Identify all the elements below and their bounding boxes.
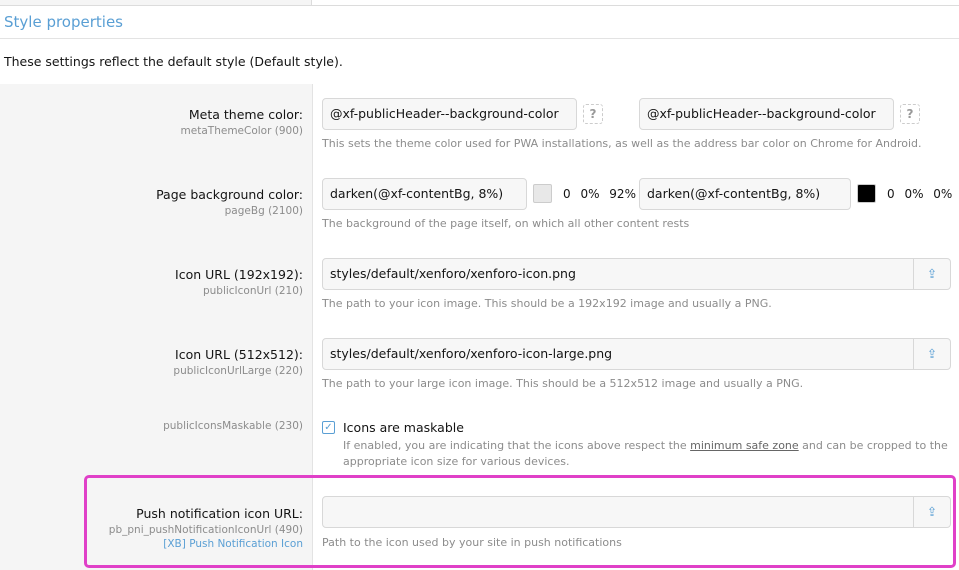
upload-icon[interactable]: ⇪ — [913, 259, 950, 289]
push-notification-icon-input[interactable]: ⇪ — [322, 496, 951, 528]
row-label: Page background color: — [156, 187, 303, 202]
section-title: Style properties — [4, 13, 123, 31]
hint-text: If enabled, you are indicating that the … — [343, 439, 691, 452]
row-label: Icon URL (512x512): — [175, 347, 303, 362]
meta-theme-color-input[interactable]: @xf-publicHeader--background-color — [322, 98, 577, 130]
minimum-safe-zone-link[interactable]: minimum safe zone — [690, 439, 799, 452]
addon-link[interactable]: [XB] Push Notification Icon — [163, 538, 303, 550]
input-value: styles/default/xenforo/xenforo-icon.png — [330, 266, 576, 281]
row-key: publicIconUrl (210) — [202, 285, 303, 297]
label-column — [0, 84, 313, 570]
row-key: pageBg (2100) — [224, 205, 303, 217]
row-key: pb_pni_pushNotificationIconUrl (490) — [108, 524, 303, 536]
row-label: Icon URL (192x192): — [175, 267, 303, 282]
row-hint: The path to your icon image. This should… — [322, 297, 772, 310]
row-key: publicIconsMaskable (230) — [163, 420, 303, 432]
hsl-value: 0 0% 0% — [887, 187, 953, 201]
meta-theme-color-parent-input[interactable]: @xf-publicHeader--background-color — [639, 98, 894, 130]
row-label: Push notification icon URL: — [136, 506, 303, 521]
section-description: These settings reflect the default style… — [4, 54, 343, 69]
highlight-box — [84, 475, 956, 568]
row-hint: The background of the page itself, on wh… — [322, 217, 690, 230]
help-icon[interactable]: ? — [900, 104, 920, 124]
row-hint: If enabled, you are indicating that the … — [343, 439, 948, 452]
color-swatch[interactable] — [857, 184, 876, 203]
hsl-value: 0 0% 92% — [563, 187, 636, 201]
row-hint: This sets the theme color used for PWA i… — [322, 137, 922, 150]
row-hint-line2: appropriate icon size for various device… — [343, 455, 570, 468]
upload-icon[interactable]: ⇪ — [913, 497, 950, 527]
row-label: Meta theme color: — [188, 107, 303, 122]
top-strip — [0, 0, 959, 6]
input-value: styles/default/xenforo/xenforo-icon-larg… — [330, 346, 613, 361]
row-hint: The path to your large icon image. This … — [322, 377, 804, 390]
icon-url-192-input[interactable]: styles/default/xenforo/xenforo-icon.png ⇪ — [322, 258, 951, 290]
page-bg-parent-input[interactable]: darken(@xf-contentBg, 8%) — [639, 178, 851, 210]
maskable-checkbox[interactable]: ✓ — [322, 421, 335, 434]
color-swatch[interactable] — [533, 184, 552, 203]
section-header: Style properties — [0, 6, 959, 39]
page-bg-input[interactable]: darken(@xf-contentBg, 8%) — [322, 178, 527, 210]
row-key: metaThemeColor (900) — [180, 125, 303, 137]
row-key: publicIconUrlLarge (220) — [173, 365, 303, 377]
help-icon[interactable]: ? — [583, 104, 603, 124]
checkbox-label: Icons are maskable — [343, 420, 464, 435]
icon-url-512-input[interactable]: styles/default/xenforo/xenforo-icon-larg… — [322, 338, 951, 370]
upload-icon[interactable]: ⇪ — [913, 339, 950, 369]
hint-text: and can be cropped to the — [798, 439, 948, 452]
row-hint: Path to the icon used by your site in pu… — [322, 536, 622, 549]
